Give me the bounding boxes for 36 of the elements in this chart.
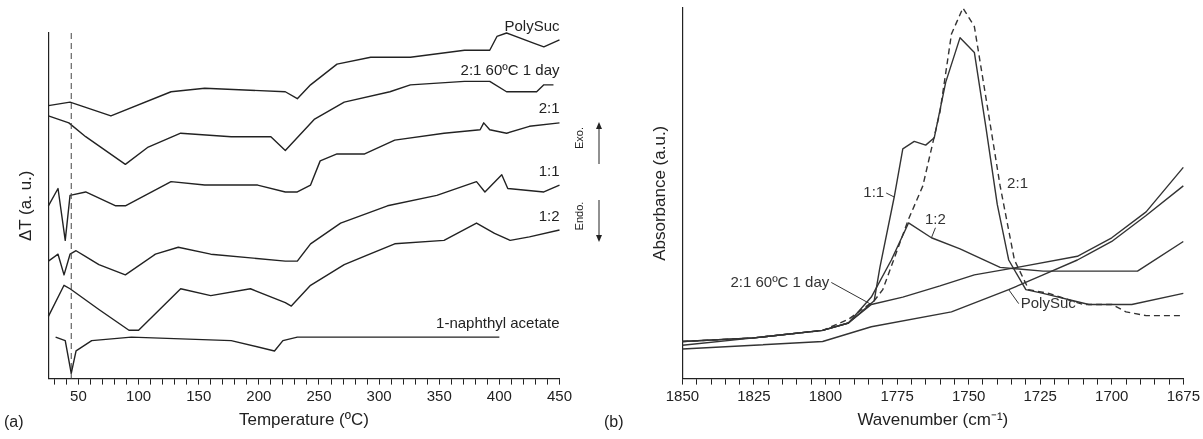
series-label: 1:1 [863, 183, 885, 201]
text: Exo. [573, 126, 585, 151]
x-tick-label: 100 [126, 386, 152, 404]
x-tick-label: 1825 [737, 386, 771, 404]
text: Endo. [573, 200, 585, 233]
series-label: 1-naphthyl acetate [436, 313, 560, 331]
x-tick-label: 1750 [951, 386, 986, 404]
text: (b) [604, 413, 624, 431]
x-tick-label: 50 [70, 386, 87, 404]
x-tick-label: 250 [306, 386, 332, 404]
text: (a) [4, 413, 24, 431]
x-tick-label: 200 [246, 386, 272, 404]
x-tick-label: 350 [426, 386, 452, 404]
x-tick-label: 1800 [808, 386, 843, 404]
series-label: 1:1 [538, 161, 560, 179]
series-label: 2:1 [538, 99, 560, 117]
series-label: 2:1 [1007, 174, 1028, 192]
x-tick-label: 150 [186, 386, 212, 404]
series-label: 1:2 [925, 210, 946, 228]
x-tick-label: 450 [546, 386, 572, 404]
x-tick-label: 1725 [1023, 386, 1057, 404]
x-axis-title: Temperature (ºC) [238, 410, 369, 430]
x-tick-label: 1775 [880, 386, 914, 404]
x-axis-title: Wavenumber (cm⁻¹) [857, 410, 1009, 430]
y-axis-title: ΔT (a. u.) [15, 170, 35, 242]
series-label: 1:2 [538, 206, 560, 224]
series-label: 2:1 60ºC 1 day [460, 61, 560, 79]
legend-label: PolySuc [1020, 293, 1077, 311]
x-tick-label: 400 [486, 386, 512, 404]
x-tick-label: 300 [366, 386, 392, 404]
series-label: PolySuc [504, 16, 560, 34]
x-tick-label: 1700 [1095, 386, 1129, 404]
x-tick-label: 1850 [665, 386, 700, 404]
y-axis-title: Absorbance (a.u.) [649, 125, 669, 261]
text: 2:1 60ºC 1 day [730, 272, 830, 290]
x-tick-label: 1675 [1166, 386, 1200, 404]
